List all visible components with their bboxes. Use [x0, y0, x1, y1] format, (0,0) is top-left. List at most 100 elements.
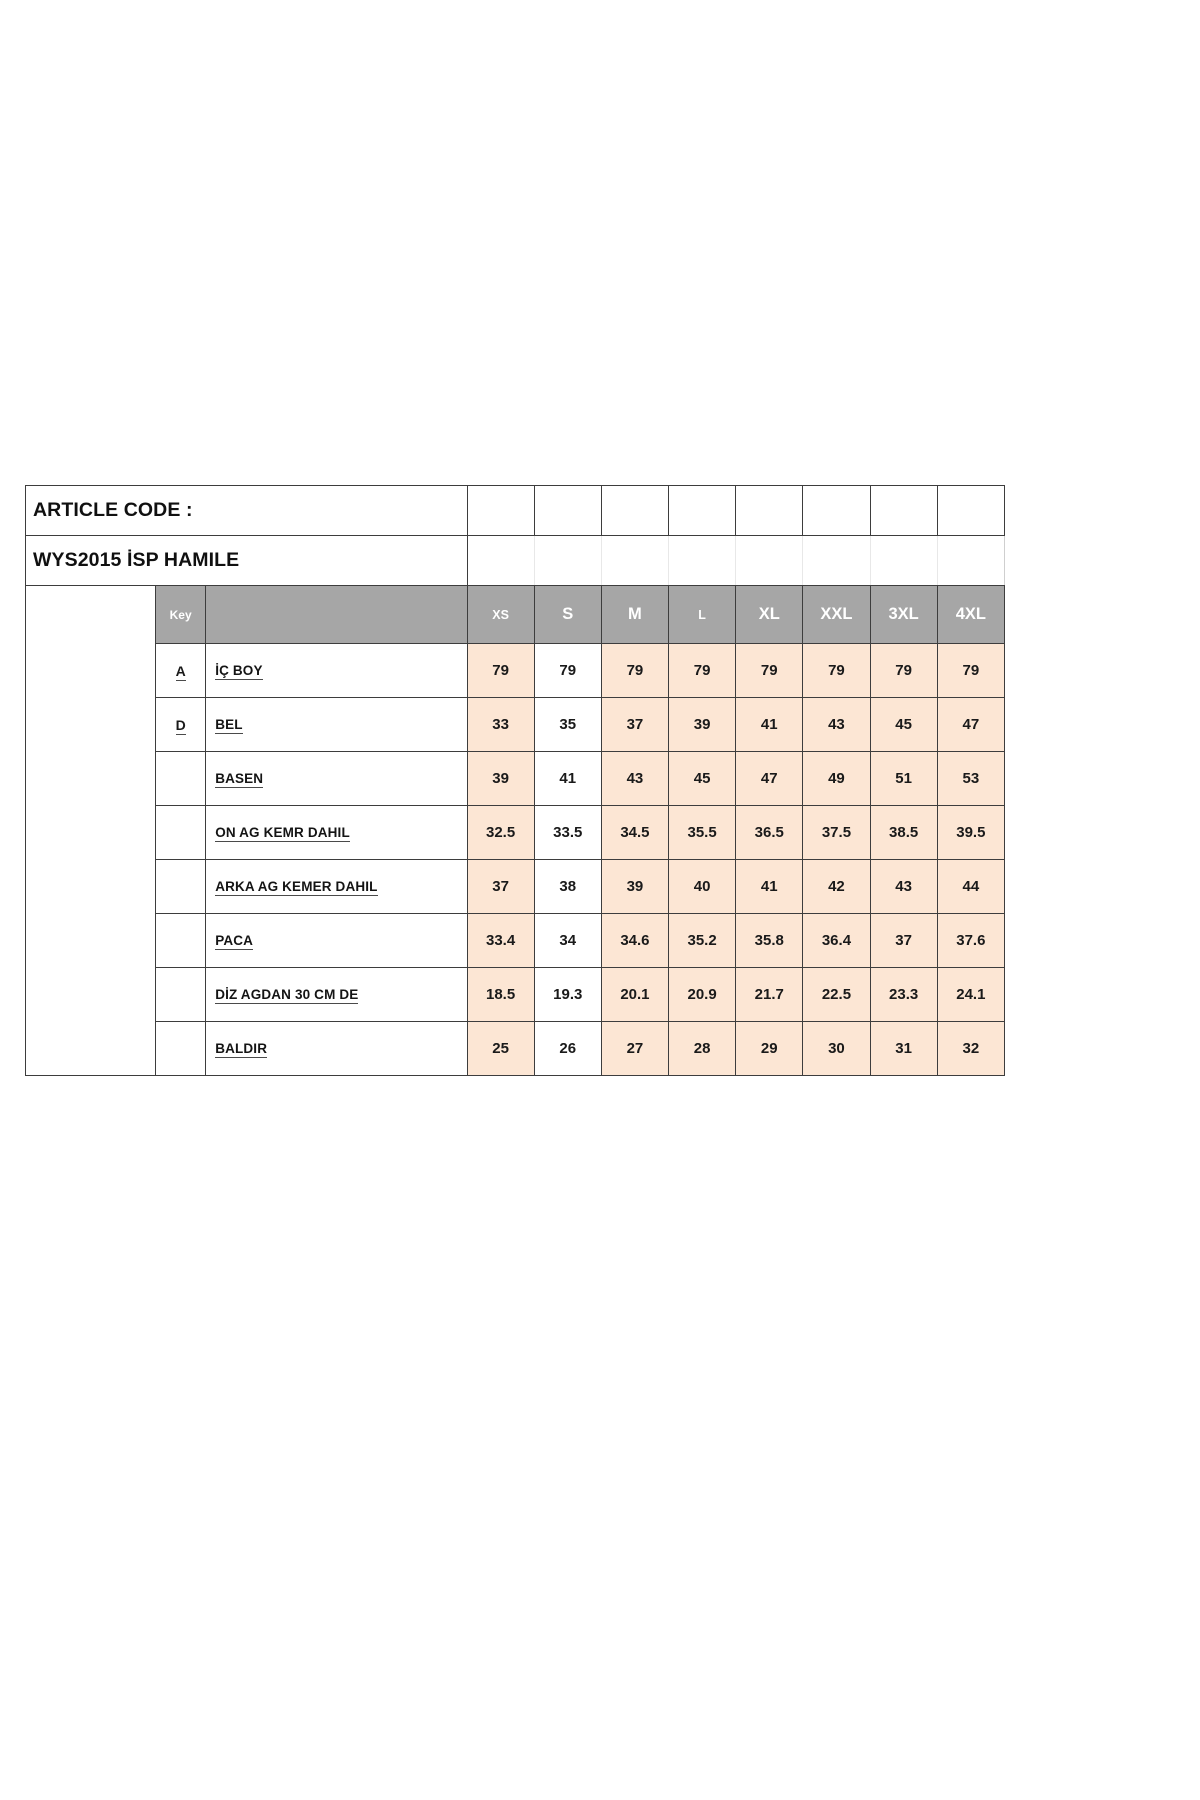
row-key-cell: D [155, 697, 207, 752]
measurement-cell: 39.5 [936, 805, 1006, 860]
measurement-cell: 42 [802, 859, 871, 914]
article-code-spacer-cell [466, 485, 535, 536]
table-row: A İÇ BOY 79 79 79 79 79 79 79 79 [26, 643, 1006, 698]
measurement-cell: 43 [802, 697, 871, 752]
measurement-cell: 19.3 [533, 967, 602, 1022]
measurement-cell: 27 [600, 1021, 670, 1076]
measurement-cell: 21.7 [735, 967, 804, 1022]
measurement-cell: 40 [668, 859, 737, 914]
size-header-s: S [533, 585, 602, 644]
row-label-text: ARKA AG KEMER DAHIL [215, 879, 378, 896]
row-label-cell: BEL [205, 697, 468, 752]
measurement-cell: 45 [869, 697, 938, 752]
row-label-cell: BASEN [205, 751, 468, 806]
row-label-cell: ON AG KEMR DAHIL [205, 805, 468, 860]
article-name-spacer-cell [936, 535, 1006, 586]
row-label-text: PACA [215, 933, 254, 950]
measurement-cell: 31 [869, 1021, 938, 1076]
measurement-cell: 35 [533, 697, 602, 752]
article-code-spacer-cell [802, 485, 871, 536]
measurement-cell: 39 [668, 697, 737, 752]
size-header-l: L [668, 585, 737, 644]
size-header-4xl: 4XL [936, 585, 1006, 644]
row-label-cell: PACA [205, 913, 468, 968]
measurement-cell: 32 [936, 1021, 1006, 1076]
measurement-cell: 33.5 [533, 805, 602, 860]
measurement-cell: 37 [869, 913, 938, 968]
measurement-cell: 35.8 [735, 913, 804, 968]
article-name-spacer-cell [466, 535, 535, 586]
article-name-spacer-cell [600, 535, 669, 586]
article-code-spacer-cell [936, 485, 1006, 536]
row-label-text: BASEN [215, 771, 264, 788]
table-row: PACA 33.4 34 34.6 35.2 35.8 36.4 37 37.6 [26, 913, 1006, 968]
measurement-cell: 44 [936, 859, 1006, 914]
size-chart-table: ARTICLE CODE : WYS2015 İSP HAMILE Key XS S M L… [24, 485, 1006, 1076]
measurement-cell: 24.1 [936, 967, 1006, 1022]
article-code-spacer-cell [533, 485, 602, 536]
measurement-cell: 25 [466, 1021, 535, 1076]
measurement-cell: 23.3 [869, 967, 938, 1022]
article-name-row: WYS2015 İSP HAMILE [25, 535, 1006, 586]
size-header-m: M [600, 585, 670, 644]
row-key-cell [155, 859, 207, 914]
measurement-cell: 49 [802, 751, 871, 806]
measurement-cell: 22.5 [802, 967, 871, 1022]
measurement-cell: 38.5 [869, 805, 938, 860]
size-header-xxl: XXL [802, 585, 871, 644]
measurement-cell: 79 [668, 643, 737, 698]
size-header-row: Key XS S M L XL XXL 3XL 4XL [24, 585, 1006, 1076]
measurement-cell: 79 [533, 643, 602, 698]
article-name-spacer-cell [533, 535, 602, 586]
measurement-cell: 39 [600, 859, 670, 914]
row-label-text: BEL [215, 717, 243, 734]
table-row: DİZ AGDAN 30 CM DE 18.5 19.3 20.1 20.9 21.7 22… [26, 967, 1006, 1022]
row-label-cell: DİZ AGDAN 30 CM DE [205, 967, 468, 1022]
measurement-cell: 33 [466, 697, 535, 752]
measure-column-header [205, 585, 468, 644]
measurement-cell: 79 [802, 643, 871, 698]
left-spacer-column [24, 585, 157, 1076]
size-header-3xl: 3XL [869, 585, 938, 644]
row-key-text: A [175, 662, 186, 681]
row-label-text: BALDIR [215, 1041, 268, 1058]
measurement-cell: 43 [600, 751, 670, 806]
table-body: ARTICLE CODE : WYS2015 İSP HAMILE Key XS S M L… [24, 485, 1006, 1076]
article-name-spacer-cell [802, 535, 871, 586]
row-key-cell: A [155, 643, 207, 698]
measurement-cell: 30 [802, 1021, 871, 1076]
row-key-cell [155, 913, 207, 968]
measurement-cell: 37.5 [802, 805, 871, 860]
row-key-cell [155, 967, 207, 1022]
measurement-cell: 32.5 [466, 805, 535, 860]
article-code-spacer-cell [668, 485, 736, 536]
measurement-cell: 79 [735, 643, 804, 698]
measurement-cell: 20.1 [600, 967, 670, 1022]
article-name-spacer-cell [869, 535, 938, 586]
measurement-cell: 26 [533, 1021, 602, 1076]
article-name-spacer-cell [668, 535, 736, 586]
measurement-cell: 53 [936, 751, 1006, 806]
measurement-cell: 37 [466, 859, 535, 914]
measurement-cell: 41 [735, 697, 804, 752]
measurement-cell: 33.4 [466, 913, 535, 968]
row-key-cell [155, 751, 207, 806]
row-key-cell [155, 1021, 207, 1076]
measurement-cell: 35.2 [668, 913, 737, 968]
table-row: BASEN 39 41 43 45 47 49 51 53 [26, 751, 1006, 806]
article-name-spacer-cell [735, 535, 803, 586]
table-row: ARKA AG KEMER DAHIL 37 38 39 40 41 42 43 44 [26, 859, 1006, 914]
table-row: BALDIR 25 26 27 28 29 30 31 32 [26, 1021, 1006, 1076]
measurement-cell: 34.5 [600, 805, 670, 860]
measurement-cell: 37.6 [936, 913, 1006, 968]
measurement-cell: 29 [735, 1021, 804, 1076]
measurement-cell: 20.9 [668, 967, 737, 1022]
size-header-xl: XL [735, 585, 804, 644]
size-header-xs: XS [466, 585, 535, 644]
article-code-row: ARTICLE CODE : [25, 485, 1006, 536]
measurement-cell: 51 [869, 751, 938, 806]
measurement-cell: 47 [735, 751, 804, 806]
row-key-cell [155, 805, 207, 860]
row-label-text: ON AG KEMR DAHIL [215, 825, 350, 842]
row-label-cell: BALDIR [205, 1021, 468, 1076]
